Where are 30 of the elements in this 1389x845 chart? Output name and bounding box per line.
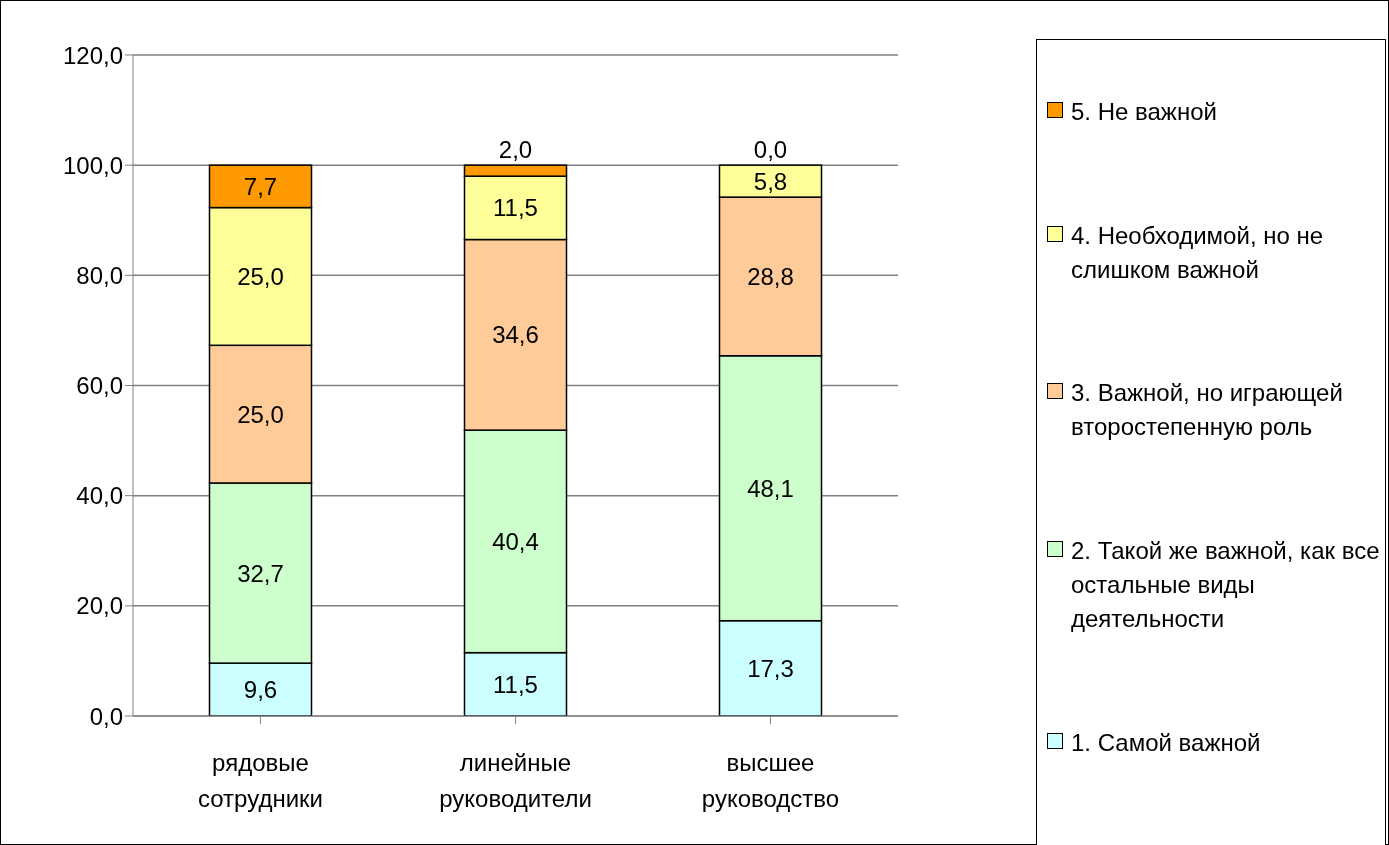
- data-label: 5,8: [753, 167, 788, 195]
- data-label: 9,6: [243, 676, 278, 704]
- y-tick-label: 0,0: [89, 702, 123, 730]
- x-tick-label: высшее руководство: [701, 749, 840, 813]
- data-label: 11,5: [493, 670, 538, 698]
- data-label: 34,6: [492, 321, 539, 349]
- y-tick-label: 20,0: [76, 592, 123, 620]
- legend-label: 5. Не важной: [1071, 96, 1217, 127]
- y-tick-label: 120,0: [62, 41, 123, 69]
- y-tick-label: 60,0: [76, 372, 123, 400]
- y-tick-label: 100,0: [62, 151, 123, 179]
- legend-label: 2. Такой же важной, как все остальные виды деятельности: [1071, 536, 1381, 635]
- data-label: 11,5: [493, 194, 538, 222]
- legend-label: 4. Необходимой, но не слишком важной: [1071, 220, 1325, 285]
- data-label: 32,7: [237, 559, 284, 587]
- x-tick-label: рядовые сотрудники: [198, 749, 323, 813]
- x-tick-label: линейные руководители: [439, 749, 592, 813]
- data-label: 48,1: [747, 474, 794, 502]
- y-tick-label: 80,0: [76, 261, 123, 289]
- data-label: 40,4: [492, 527, 539, 555]
- data-label: 25,0: [237, 262, 284, 290]
- data-label: 17,3: [747, 654, 794, 682]
- y-tick-label: 40,0: [76, 482, 123, 510]
- legend-label: 3. Важной, но играющей второстепенную роль: [1071, 378, 1344, 443]
- legend-label: 1. Самой важной: [1071, 728, 1261, 759]
- data-label: 2,0: [498, 135, 533, 163]
- data-label: 0,0: [753, 135, 788, 163]
- data-label: 7,7: [243, 172, 278, 200]
- data-label: 28,8: [747, 262, 794, 290]
- data-label: 25,0: [237, 400, 284, 428]
